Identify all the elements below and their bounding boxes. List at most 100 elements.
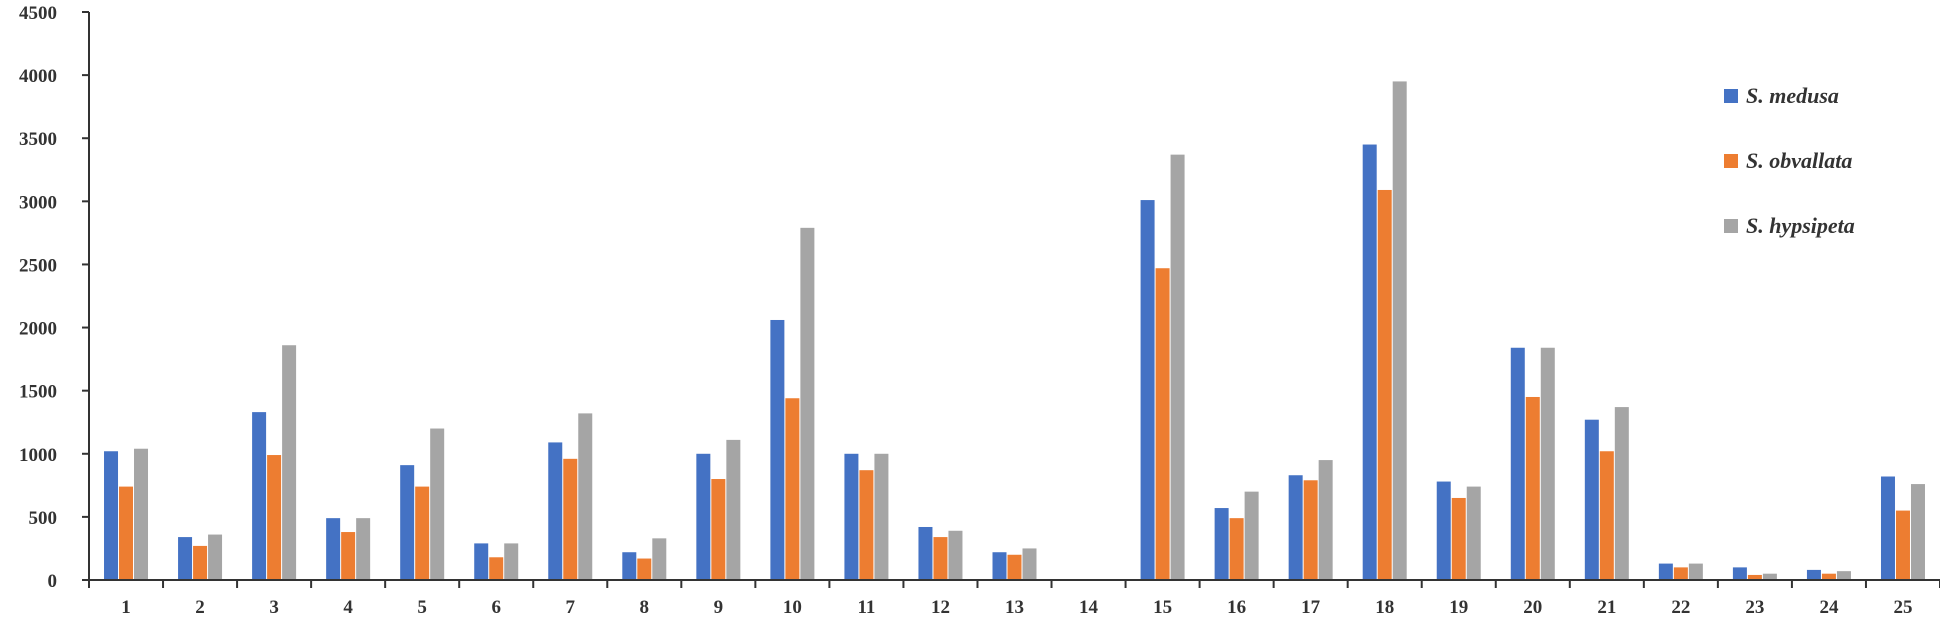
bar-3-24: [1836, 571, 1851, 580]
bar-3-3: [282, 345, 297, 580]
bar-1-23: [1732, 567, 1747, 580]
x-tick-label: 18: [1375, 597, 1394, 618]
x-tick-label: 25: [1893, 597, 1912, 618]
bar-2-18: [1377, 189, 1392, 580]
x-tick-label: 6: [491, 597, 501, 618]
y-tick-label: 3500: [19, 129, 57, 150]
y-tick-label: 3000: [19, 192, 57, 213]
bar-3-17: [1318, 460, 1333, 580]
bar-2-17: [1303, 480, 1318, 580]
x-tick-label: 2: [195, 597, 205, 618]
x-tick-label: 21: [1597, 597, 1616, 618]
bar-1-18: [1362, 144, 1377, 580]
y-tick-label: 500: [29, 508, 58, 529]
y-tick-label: 4500: [19, 3, 57, 24]
bar-1-4: [326, 518, 341, 580]
x-tick-label: 7: [566, 597, 576, 618]
bar-2-24: [1821, 573, 1836, 580]
bar-3-9: [726, 439, 741, 580]
bar-2-13: [1007, 554, 1022, 580]
y-tick-label: 1000: [19, 445, 57, 466]
bar-1-16: [1214, 508, 1229, 580]
x-tick-label: 22: [1671, 597, 1690, 618]
bar-1-3: [252, 412, 267, 580]
x-tick-label: 1: [121, 597, 131, 618]
bar-2-15: [1155, 268, 1170, 580]
bar-3-11: [874, 453, 889, 580]
bar-3-2: [208, 534, 223, 580]
x-tick-label: 5: [417, 597, 427, 618]
x-tick-label: 8: [640, 597, 650, 618]
x-tick-label: 16: [1227, 597, 1246, 618]
bar-2-4: [341, 532, 356, 580]
legend-swatch-1: [1724, 89, 1738, 103]
x-tick-label: 23: [1745, 597, 1764, 618]
bar-1-13: [992, 552, 1007, 580]
bar-1-24: [1806, 569, 1821, 580]
bar-3-1: [134, 448, 149, 580]
bar-1-5: [400, 465, 415, 580]
bar-3-22: [1688, 563, 1703, 580]
bar-1-10: [770, 319, 785, 580]
bar-3-4: [356, 518, 371, 580]
bar-1-8: [622, 552, 637, 580]
bar-1-6: [474, 543, 489, 580]
x-tick-label: 17: [1301, 597, 1321, 618]
bar-2-12: [933, 537, 948, 580]
bar-3-12: [948, 530, 963, 580]
x-tick-label: 4: [343, 597, 353, 618]
legend: S. medusa S. obvallata S. hypsipeta: [1724, 83, 1855, 238]
bar-1-21: [1584, 419, 1599, 580]
y-tick-label: 2500: [19, 255, 57, 276]
bar-1-12: [918, 526, 933, 580]
bar-1-11: [844, 453, 859, 580]
bar-2-3: [267, 455, 282, 580]
x-tick-label: 12: [931, 597, 950, 618]
legend-swatch-3: [1724, 219, 1738, 233]
bar-3-10: [800, 227, 815, 580]
bar-1-15: [1140, 200, 1155, 580]
bar-2-19: [1451, 497, 1466, 580]
bar-3-25: [1910, 484, 1925, 580]
bar-3-7: [578, 413, 593, 580]
bar-3-13: [1022, 548, 1037, 580]
x-tick-label: 24: [1819, 597, 1839, 618]
bar-3-6: [504, 543, 519, 580]
x-tick-label: 13: [1005, 597, 1024, 618]
bar-3-16: [1244, 491, 1259, 580]
bar-3-19: [1466, 486, 1481, 580]
bar-3-23: [1762, 573, 1777, 580]
x-tick-label: 9: [714, 597, 724, 618]
y-tick-label: 2000: [19, 319, 57, 340]
bar-2-11: [859, 470, 874, 580]
bar-1-9: [696, 453, 711, 580]
y-tick-label: 1500: [19, 382, 57, 403]
x-tick-label: 15: [1153, 597, 1172, 618]
bars-group: [104, 81, 1925, 581]
bar-2-21: [1599, 451, 1614, 580]
bar-2-23: [1747, 574, 1762, 580]
x-tick-label: 3: [269, 597, 279, 618]
bar-1-25: [1880, 476, 1895, 580]
bar-2-6: [489, 557, 504, 580]
bar-2-9: [711, 479, 726, 580]
bar-1-17: [1288, 475, 1303, 580]
x-tick-label: 11: [857, 597, 875, 618]
bar-2-2: [193, 545, 208, 580]
x-tick-label: 14: [1079, 597, 1099, 618]
bar-1-7: [548, 442, 563, 580]
x-tick-label: 20: [1523, 597, 1542, 618]
legend-label-2: S. obvallata: [1746, 148, 1852, 173]
bar-2-1: [119, 486, 134, 580]
bar-1-2: [178, 537, 193, 580]
bar-2-25: [1895, 510, 1910, 580]
bar-3-18: [1392, 81, 1407, 581]
bar-1-22: [1658, 563, 1673, 580]
legend-label-3: S. hypsipeta: [1746, 213, 1855, 238]
bar-2-22: [1673, 567, 1688, 580]
bar-3-8: [652, 538, 667, 580]
legend-swatch-2: [1724, 154, 1738, 168]
x-tick-label: 10: [783, 597, 802, 618]
bar-2-5: [415, 486, 430, 580]
